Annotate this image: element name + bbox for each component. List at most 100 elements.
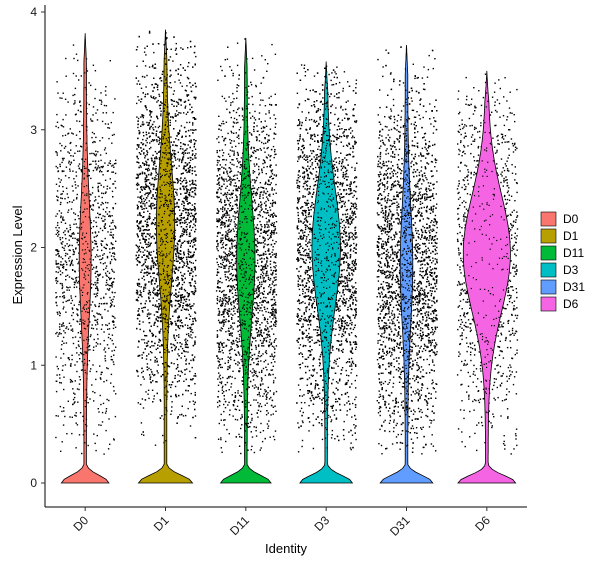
- data-point: [64, 245, 66, 247]
- data-point: [187, 65, 189, 68]
- data-point: [139, 221, 141, 223]
- data-point: [152, 183, 155, 186]
- data-point: [72, 278, 74, 280]
- data-point: [96, 270, 99, 273]
- data-point: [146, 246, 148, 248]
- data-point: [141, 256, 143, 258]
- data-point: [192, 117, 194, 119]
- data-point: [155, 260, 158, 262]
- data-point: [76, 276, 78, 279]
- data-point: [92, 259, 94, 261]
- data-point: [181, 221, 184, 224]
- data-point: [109, 262, 112, 265]
- data-point: [181, 296, 183, 298]
- data-point: [194, 391, 196, 394]
- data-point: [180, 271, 182, 274]
- data-point: [220, 330, 222, 332]
- data-point: [143, 330, 145, 333]
- data-point: [72, 342, 75, 345]
- data-point: [104, 224, 106, 226]
- data-point: [150, 191, 152, 193]
- data-point: [149, 376, 152, 378]
- data-point: [149, 217, 151, 219]
- data-point: [272, 318, 274, 320]
- data-point: [179, 320, 181, 323]
- data-point: [158, 289, 160, 292]
- data-point: [75, 286, 78, 288]
- data-point: [94, 70, 97, 72]
- data-point: [61, 344, 63, 346]
- data-point: [178, 336, 180, 338]
- data-point: [172, 279, 174, 282]
- data-point: [188, 213, 190, 215]
- data-point: [99, 343, 102, 345]
- data-point: [155, 178, 157, 180]
- data-point: [110, 299, 112, 301]
- data-point: [95, 449, 97, 452]
- data-point: [152, 202, 154, 205]
- data-point: [113, 255, 115, 258]
- data-point: [170, 323, 173, 326]
- data-point: [148, 192, 150, 194]
- data-point: [94, 296, 97, 298]
- data-point: [181, 347, 184, 350]
- data-point: [96, 434, 98, 437]
- data-point: [113, 225, 116, 227]
- data-point: [189, 195, 191, 197]
- data-point: [253, 69, 256, 71]
- data-point: [150, 283, 153, 285]
- data-point: [112, 207, 114, 209]
- data-point: [257, 386, 259, 389]
- data-point: [152, 188, 155, 190]
- data-point: [176, 110, 178, 112]
- data-point: [74, 100, 76, 102]
- data-point: [171, 153, 174, 156]
- data-point: [170, 74, 172, 76]
- data-point: [136, 257, 139, 259]
- data-point: [72, 336, 74, 339]
- data-point: [181, 85, 183, 87]
- data-point: [171, 406, 173, 408]
- data-point: [111, 190, 114, 193]
- data-point: [57, 196, 59, 198]
- data-point: [175, 394, 177, 397]
- data-point: [194, 209, 196, 212]
- data-point: [253, 371, 255, 373]
- data-point: [183, 231, 185, 233]
- data-point: [58, 177, 60, 180]
- data-point: [170, 413, 172, 415]
- data-point: [173, 152, 175, 154]
- data-point: [176, 192, 178, 194]
- data-point: [149, 182, 151, 184]
- data-point: [108, 127, 111, 129]
- data-point: [146, 202, 148, 204]
- data-point: [89, 349, 91, 351]
- data-point: [107, 231, 109, 233]
- data-point: [182, 172, 184, 174]
- data-point: [153, 164, 155, 166]
- data-point: [150, 140, 153, 143]
- data-point: [101, 220, 104, 222]
- data-point: [68, 276, 71, 278]
- data-point: [159, 399, 161, 401]
- data-point: [139, 403, 142, 405]
- data-point: [144, 193, 146, 196]
- data-point: [137, 196, 139, 198]
- data-point: [151, 373, 154, 375]
- data-point: [223, 289, 225, 292]
- data-point: [183, 154, 185, 156]
- data-point: [109, 443, 111, 445]
- data-point: [178, 112, 180, 114]
- data-point: [217, 314, 219, 316]
- data-point: [156, 316, 158, 318]
- data-point: [114, 317, 116, 319]
- data-point: [101, 421, 104, 423]
- data-point: [251, 359, 253, 361]
- data-point: [155, 264, 157, 266]
- data-point: [136, 282, 139, 285]
- data-point: [74, 393, 76, 395]
- data-point: [99, 262, 102, 264]
- data-point: [152, 154, 154, 156]
- data-point: [104, 227, 107, 229]
- data-point: [177, 103, 180, 105]
